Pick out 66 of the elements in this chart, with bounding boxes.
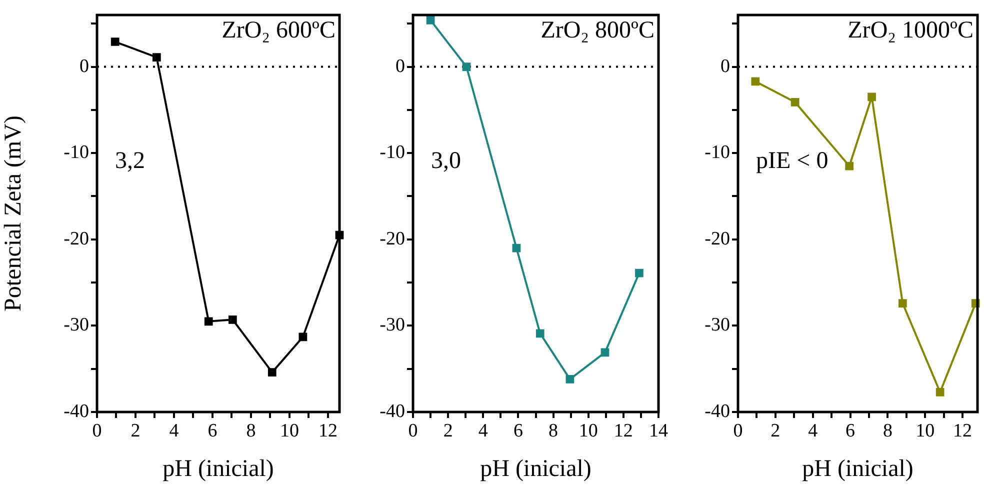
point xyxy=(898,299,907,308)
x-tick-label: 12 xyxy=(614,420,633,442)
point xyxy=(751,77,760,86)
annotation: 3,0 xyxy=(431,148,461,174)
point xyxy=(204,317,213,326)
x-axis-title: pH (inicial) xyxy=(480,456,592,482)
y-tick-label: 0 xyxy=(720,56,730,77)
point xyxy=(228,315,237,324)
chart-title: ZrO₂ 800ºC xyxy=(540,17,654,44)
annotation: pIE < 0 xyxy=(756,148,828,174)
point xyxy=(845,162,854,170)
chart-title: ZrO₂ 1000ºC xyxy=(848,17,974,44)
x-tick-label: 10 xyxy=(578,420,598,442)
x-axis-title: pH (inicial) xyxy=(802,456,914,482)
y-tick-label: -30 xyxy=(64,314,89,336)
point xyxy=(268,368,276,376)
x-tick-label: 0 xyxy=(408,420,418,442)
y-tick-label: -30 xyxy=(380,314,405,336)
point xyxy=(426,16,435,24)
y-tick-label: -20 xyxy=(64,228,89,250)
point xyxy=(110,38,120,46)
y-axis-title: Potencial Zeta (mV) xyxy=(0,116,27,312)
x-tick-label: 6 xyxy=(846,420,856,442)
point xyxy=(298,332,308,342)
x-tick-label: 2 xyxy=(443,420,453,442)
x-tick-label: 0 xyxy=(92,420,102,442)
y-tick-label: -20 xyxy=(704,228,730,250)
y-tick-label: -10 xyxy=(64,142,89,164)
annotation: 3,2 xyxy=(115,148,145,174)
point xyxy=(536,329,544,338)
x-tick-label: 12 xyxy=(318,420,338,442)
x-tick-label: 4 xyxy=(169,420,180,442)
x-tick-label: 6 xyxy=(513,420,523,442)
x-tick-label: 12 xyxy=(953,420,972,442)
x-tick-label: 10 xyxy=(916,420,935,442)
point xyxy=(512,244,521,252)
x-tick-label: 8 xyxy=(548,420,558,442)
y-tick-label: -10 xyxy=(704,142,730,164)
y-tick-label: -30 xyxy=(704,314,730,336)
x-tick-label: 6 xyxy=(208,420,218,442)
y-tick-label: -20 xyxy=(380,228,405,250)
point xyxy=(635,268,644,278)
y-tick-label: -40 xyxy=(380,400,405,422)
x-tick-label: 10 xyxy=(280,420,299,442)
x-tick-label: 2 xyxy=(130,420,140,442)
x-tick-label: 0 xyxy=(733,420,743,442)
point xyxy=(566,375,574,384)
y-tick-label: 0 xyxy=(80,56,89,77)
chart-title: ZrO₂ 600ºC xyxy=(222,17,336,44)
point xyxy=(462,62,471,71)
point xyxy=(600,348,610,357)
x-axis-title: pH (inicial) xyxy=(162,456,274,482)
point xyxy=(790,98,800,106)
x-tick-label: 14 xyxy=(649,420,668,442)
y-tick-label: -40 xyxy=(64,400,89,422)
x-tick-label: 4 xyxy=(808,420,818,442)
x-tick-label: 2 xyxy=(770,420,780,442)
x-tick-label: 8 xyxy=(246,420,256,442)
y-tick-label: 0 xyxy=(396,56,405,77)
y-tick-label: -40 xyxy=(704,400,730,422)
x-tick-label: 8 xyxy=(882,420,892,442)
y-tick-label: -10 xyxy=(380,142,405,164)
point xyxy=(868,92,876,102)
point xyxy=(936,388,944,396)
point xyxy=(152,53,161,62)
x-tick-label: 4 xyxy=(478,420,488,442)
